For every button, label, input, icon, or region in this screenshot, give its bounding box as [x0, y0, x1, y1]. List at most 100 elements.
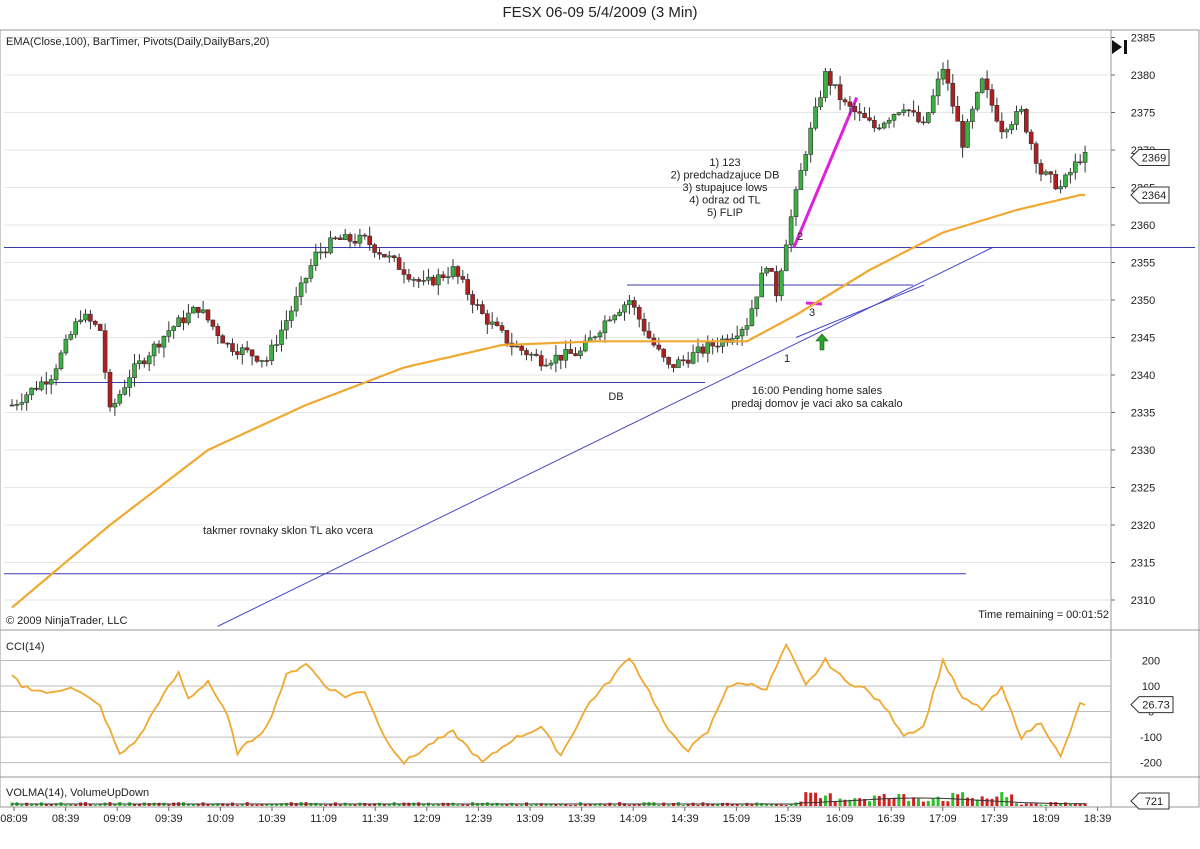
- volume-bar: [667, 804, 671, 806]
- volume-bar: [69, 804, 73, 806]
- candle-body: [156, 343, 162, 348]
- label-2: 2: [797, 231, 803, 243]
- candle-body: [328, 237, 333, 254]
- volume-bar: [936, 796, 940, 806]
- volume-bar: [147, 803, 151, 806]
- candle-body: [484, 313, 490, 325]
- candle-body: [230, 343, 235, 352]
- volume-bar: [35, 803, 38, 806]
- candle-body: [235, 351, 240, 355]
- candle-body: [225, 342, 230, 345]
- candle-body: [631, 300, 637, 308]
- time-tick-label: 13:09: [516, 813, 544, 825]
- candle-body: [916, 111, 921, 123]
- time-tick-label: 10:09: [207, 813, 235, 825]
- volume-bar: [368, 803, 372, 806]
- candle-body: [367, 235, 373, 246]
- volume-bar: [853, 798, 857, 806]
- ema-line: [11, 193, 1086, 609]
- candle-body: [778, 270, 784, 297]
- candle-body: [112, 402, 118, 408]
- panel-labels: EMA(Close,100), BarTimer, Pivots(Daily,D…: [6, 36, 1109, 799]
- checklist-line: 1) 123: [709, 157, 740, 169]
- candle-body: [411, 279, 417, 281]
- candle-body: [357, 234, 363, 244]
- volume-bar: [123, 804, 127, 806]
- candle-body: [347, 234, 353, 242]
- candle-body: [876, 127, 882, 130]
- candle-body: [1058, 186, 1063, 190]
- volume-bar: [730, 803, 734, 806]
- candle-body: [676, 359, 681, 368]
- candle-body: [1014, 111, 1019, 125]
- volume-bar: [848, 799, 852, 806]
- candle-body: [435, 274, 441, 286]
- candle-body: [1024, 109, 1029, 133]
- candle-body: [107, 372, 113, 408]
- candle-body: [78, 319, 83, 323]
- volume-bar: [476, 803, 479, 806]
- volume-bar: [387, 803, 391, 806]
- volume-bar: [515, 804, 519, 806]
- candle-body: [431, 276, 436, 286]
- price-tick-label: 2335: [1131, 408, 1155, 420]
- candle-body: [288, 310, 294, 321]
- candle-body: [578, 350, 583, 357]
- candle-body: [602, 320, 608, 334]
- candle-body: [137, 360, 142, 365]
- candle-body: [352, 241, 358, 244]
- volume-bar: [466, 804, 470, 806]
- volume-bar: [637, 804, 641, 806]
- candle-body: [205, 309, 211, 321]
- candle-body: [406, 274, 412, 280]
- candle-body: [391, 255, 397, 258]
- candle-body: [19, 402, 25, 405]
- time-tick-label: 15:09: [723, 813, 751, 825]
- play-end-icon[interactable]: [1112, 40, 1122, 54]
- candle-body: [685, 359, 691, 364]
- candle-body: [832, 84, 838, 86]
- candle-body: [827, 71, 833, 86]
- candle-body: [529, 353, 534, 356]
- candle-body: [293, 296, 299, 312]
- volume-bar: [167, 804, 171, 806]
- volume-bar: [280, 803, 283, 806]
- candle-body: [83, 313, 88, 321]
- candle-body: [847, 101, 853, 107]
- volume-bar: [858, 798, 862, 806]
- volume-bar: [250, 804, 254, 806]
- volume-bar: [828, 793, 832, 806]
- candle-body: [867, 117, 872, 121]
- candle-body: [176, 317, 181, 327]
- candle-body: [573, 353, 578, 357]
- candle-body: [979, 78, 985, 93]
- candle-body: [88, 313, 93, 322]
- time-axis: 08:09 08:39 09:09 09:39 10:09 10:39 11:09 11:39…: [0, 807, 1111, 825]
- volume-bar: [975, 799, 979, 806]
- candle-body: [935, 78, 941, 97]
- volume-bar: [54, 803, 58, 806]
- candle-body: [494, 321, 500, 326]
- candlesticks: [9, 59, 1088, 416]
- candle-body: [622, 304, 627, 313]
- candle-body: [700, 346, 706, 354]
- candle-body: [421, 280, 426, 282]
- candle-body: [151, 343, 157, 357]
- candle-body: [798, 170, 804, 190]
- candle-body: [597, 332, 603, 338]
- candle-body: [759, 272, 765, 298]
- volume-bar: [559, 804, 563, 806]
- candle-body: [612, 315, 618, 321]
- candle-body: [999, 120, 1005, 133]
- candle-body: [274, 344, 279, 346]
- candle-body: [661, 348, 667, 358]
- candle-body: [646, 330, 652, 339]
- volume-bar: [887, 798, 891, 806]
- volume-bar: [1024, 803, 1028, 806]
- price-tick-label: 2320: [1131, 520, 1155, 532]
- candle-body: [48, 379, 54, 385]
- price-tick-label: 2340: [1131, 370, 1155, 382]
- candle-body: [690, 352, 696, 364]
